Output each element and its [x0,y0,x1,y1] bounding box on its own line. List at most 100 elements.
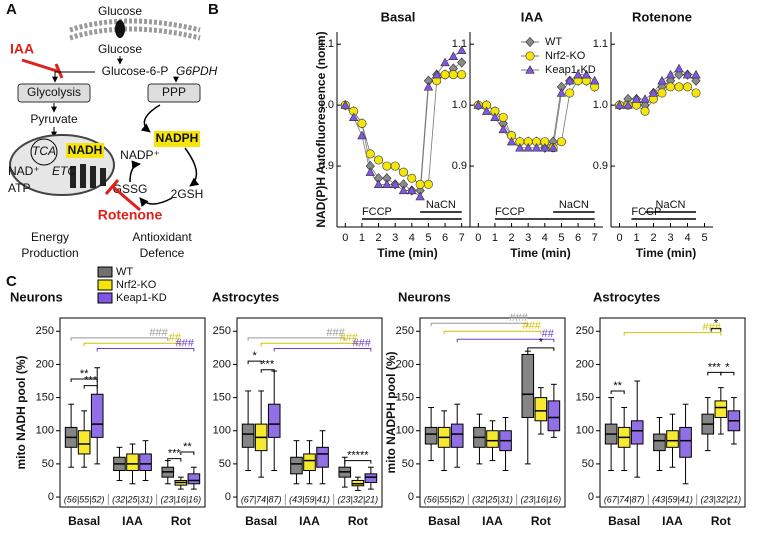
legend-label: Keap1-KD [545,64,596,76]
box [316,446,329,468]
membrane [69,26,201,41]
y-tick-label: 200 [576,358,594,370]
label: PPP [162,85,186,99]
arrow [139,197,173,208]
x-tick-label: 6 [575,232,581,244]
significance-label: * [714,318,719,330]
significance-label: ** [613,380,622,392]
y-tick-label: 1.0 [593,99,608,111]
point [423,179,433,189]
legend-label: Keap1-KD [116,292,167,304]
highlight [154,131,200,147]
point [581,69,592,79]
arrow [52,71,95,83]
x-tick-label: 4 [409,232,415,244]
chart-title: Astrocytes [212,289,279,304]
point [525,51,535,61]
point [665,69,676,79]
y-tick-label: 200 [36,358,54,370]
point [556,88,567,97]
label: Glucose-6-P [102,64,169,78]
significance-label: ** [183,441,192,453]
point [415,191,425,201]
x-tick-label: 7 [592,232,598,244]
n-label: (56|55|52) [424,494,465,504]
etc-complex [70,164,106,188]
treatment-label: NaCN [656,199,686,211]
significance-label: ### [149,327,168,339]
n-label: (23|32|21) [337,494,378,504]
significance-line [430,322,529,327]
significance-line [83,385,98,389]
n-label: (43|59|41) [652,494,693,504]
arrow [140,104,161,133]
point [457,57,467,68]
box [714,400,728,418]
x-tick-label: 1 [359,232,365,244]
x-tick-label: 0 [475,232,481,244]
x-axis-title: Time (min) [377,246,437,260]
point [691,88,701,98]
point [382,179,392,189]
label: ETC [52,164,76,178]
label: TCA [32,144,56,158]
significance-label: * [725,361,730,373]
n-label: (23|32|21) [700,494,741,504]
panel-label: A [6,1,17,18]
x-tick-label: 1 [633,232,639,244]
label: NAD⁺ [8,164,40,178]
point [432,69,442,79]
x-tick-label: 5 [425,232,431,244]
box [241,423,255,448]
x-tick-label: IAA [662,514,683,528]
y-tick-label: 50 [42,458,54,470]
significance-label: *** [261,359,275,371]
significance-line [96,348,195,352]
y-tick-label: 150 [213,391,231,403]
point [674,82,684,92]
inhibitor: Rotenone [98,207,163,223]
y-tick-label: 100 [36,425,54,437]
y-tick-label: 250 [396,325,414,337]
point [423,82,434,91]
panel-label: C [6,273,17,290]
chart-title: Basal [381,9,416,24]
y-axis-title: NAD(P)H Autofluorescence (norm) [314,31,328,227]
significance-label: ### [339,332,358,344]
treatment-label: NaCN [559,199,589,211]
point [348,112,359,121]
y-tick-label: 1.1 [319,38,334,50]
chart-title: Rotenone [632,9,692,24]
significance-line [70,378,98,383]
box [77,430,91,455]
x-tick-label: 2 [376,232,382,244]
chart-title: IAA [521,9,544,24]
label: Antioxidant [132,230,192,244]
box [666,430,679,448]
treatment-label: FCCP [495,206,525,218]
significance-line [273,348,372,352]
cycle [30,138,58,166]
y-tick-label: 150 [576,391,594,403]
point [657,75,667,85]
point [665,82,675,92]
point [540,142,550,152]
x-tick-label: 5 [558,232,564,244]
x-tick-label: Basal [608,514,640,528]
y-tick-label: 0.9 [319,160,334,172]
significance-label: ## [542,328,555,340]
legend-swatch [97,279,113,291]
diagram: Glucose Glucose IAA Glucose-6-P G6PDH Gl… [8,4,218,260]
y-axis-title: mito NADPH pool (%) [384,352,398,474]
significance-label: ### [176,337,195,349]
point [631,94,642,103]
significance-label: * [253,350,258,362]
point [648,88,659,97]
point [565,75,575,85]
box [486,430,499,448]
point [691,75,701,86]
significance-line [260,342,359,347]
point [365,167,375,176]
x-axis-title: Time (min) [510,246,570,260]
